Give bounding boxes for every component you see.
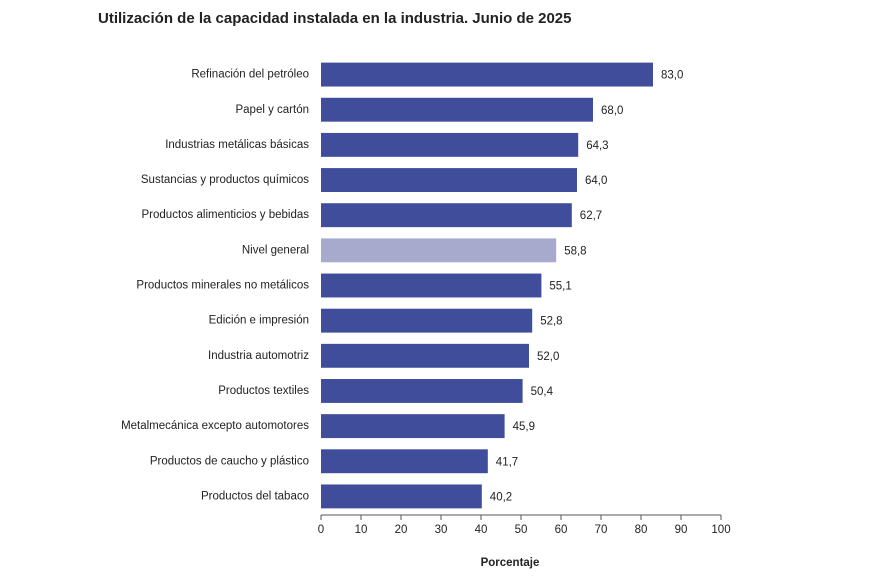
value-label: 52,8 [540,316,562,328]
y-tick-label: Productos alimenticios y bebidas [142,209,310,221]
y-tick-label: Metalmecánica excepto automotores [121,420,309,432]
bar [321,379,523,403]
bar [321,97,593,122]
value-label: 45,9 [513,421,535,433]
value-label: 64,0 [585,175,607,187]
value-label: 52,0 [537,351,559,363]
bar [321,203,572,228]
y-tick-label: Sustancias y productos químicos [141,174,309,186]
value-label: 50,4 [531,386,554,398]
value-label: 62,7 [580,210,602,222]
chart-title: Utilización de la capacidad instalada en… [98,10,571,27]
bar [321,238,557,263]
bar [321,62,653,87]
x-tick-label: 90 [675,524,688,536]
y-tick-label: Productos minerales no metálicos [136,280,309,292]
value-label: 68,0 [601,105,623,117]
y-tick-label: Industria automotriz [208,350,309,362]
y-tick-label: Edición e impresión [209,315,309,327]
bar [321,414,505,439]
value-label: 41,7 [496,456,518,468]
bar [321,343,529,368]
x-tick-label: 40 [475,524,488,536]
y-tick-label: Productos del tabaco [201,490,309,502]
y-tick-label: Productos textiles [218,385,309,397]
bar [321,449,488,474]
bar [321,132,579,157]
x-tick-label: 20 [395,524,408,536]
bar [321,484,482,509]
bar [321,168,577,192]
value-label: 55,1 [549,281,571,293]
value-label: 83,0 [661,70,683,82]
x-tick-label: 30 [435,524,448,536]
value-label: 64,3 [586,140,608,152]
y-tick-label: Industrias metálicas básicas [165,139,309,151]
x-tick-label: 10 [355,524,368,536]
x-tick-label: 60 [555,524,568,536]
x-tick-label: 0 [318,524,324,536]
value-label: 58,8 [564,245,586,257]
x-tick-label: 50 [515,524,528,536]
y-tick-label: Nivel general [242,244,309,256]
y-tick-label: Papel y cartón [235,104,309,116]
x-tick-label: 70 [595,524,608,536]
value-label: 40,2 [490,491,512,503]
bar [321,273,542,298]
x-axis-label: Porcentaje [481,557,540,569]
y-tick-label: Productos de caucho y plástico [150,455,309,467]
x-tick-label: 80 [635,524,648,536]
x-tick-label: 100 [711,524,730,536]
y-tick-label: Refinación del petróleo [191,69,309,81]
bar [321,308,533,333]
